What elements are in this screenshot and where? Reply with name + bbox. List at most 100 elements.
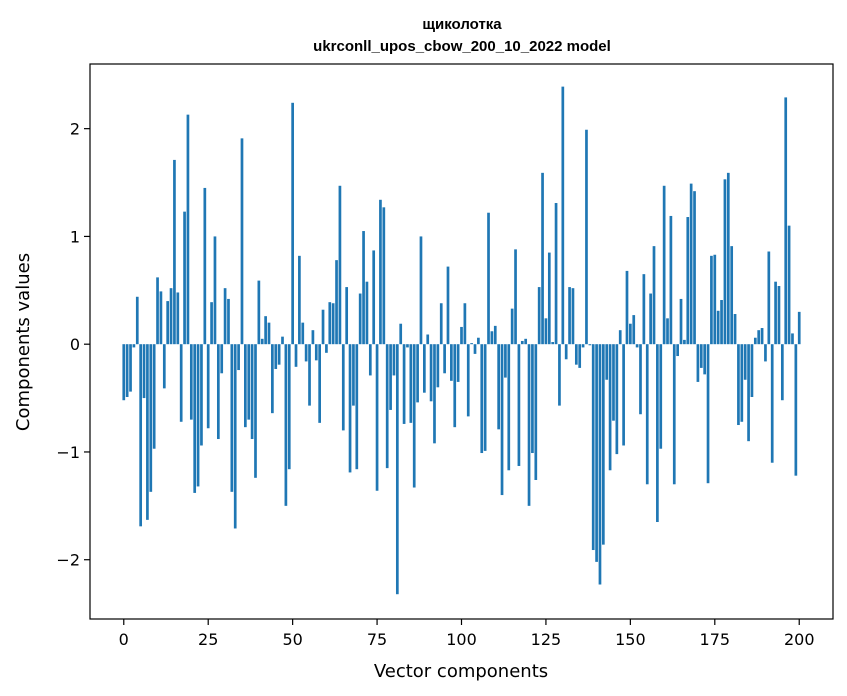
bar — [791, 333, 794, 345]
bar — [676, 344, 679, 357]
bar — [135, 296, 139, 345]
bar — [561, 86, 565, 345]
bar — [679, 298, 683, 345]
bar — [777, 286, 781, 345]
bar — [429, 344, 433, 402]
bar — [723, 179, 727, 345]
bar — [304, 344, 308, 362]
bar — [362, 231, 365, 345]
bar — [146, 344, 149, 520]
bar — [453, 344, 457, 428]
bar — [352, 344, 355, 406]
bar — [635, 344, 639, 348]
bar — [733, 314, 737, 345]
bar — [612, 344, 615, 421]
bar — [156, 277, 159, 345]
bar — [622, 344, 625, 446]
bar — [227, 298, 230, 345]
bar — [355, 344, 359, 470]
bar — [409, 344, 413, 423]
y-tick-label: 2 — [70, 120, 80, 139]
bar — [780, 344, 784, 401]
y-tick-label: −2 — [56, 551, 80, 570]
bar — [554, 203, 558, 345]
bar — [267, 322, 271, 345]
bar — [392, 344, 396, 376]
bar — [264, 316, 267, 345]
bar — [669, 215, 673, 345]
bar — [450, 344, 453, 381]
bar — [216, 344, 220, 440]
y-tick-label: 1 — [70, 227, 80, 246]
bar — [311, 330, 315, 345]
bar — [345, 287, 349, 345]
bar — [764, 344, 767, 362]
bar — [493, 325, 497, 345]
x-tick-label: 0 — [119, 630, 129, 649]
bar — [139, 344, 143, 527]
bar — [260, 338, 264, 345]
bar — [399, 323, 403, 345]
bar — [656, 344, 659, 523]
bar — [247, 344, 251, 420]
bar — [395, 344, 399, 595]
bar — [568, 287, 571, 345]
bar — [149, 344, 153, 492]
bar — [642, 274, 646, 345]
bar — [652, 246, 656, 345]
bar — [274, 344, 278, 369]
bar — [551, 342, 555, 345]
bar — [710, 255, 713, 345]
bar — [328, 302, 332, 345]
bar — [504, 344, 507, 378]
bar — [385, 344, 389, 469]
bar — [730, 246, 734, 345]
bar — [625, 270, 629, 345]
bar — [169, 288, 173, 345]
bar — [318, 344, 321, 423]
bar — [389, 344, 392, 410]
bar — [372, 250, 376, 345]
bar — [250, 344, 254, 440]
bar — [426, 334, 430, 345]
bar — [686, 217, 690, 345]
bar — [189, 344, 193, 420]
bar — [608, 344, 612, 471]
bar — [571, 288, 575, 345]
bar — [200, 344, 203, 446]
bar — [176, 292, 180, 345]
bar — [294, 344, 298, 367]
bar — [196, 344, 200, 487]
chart-title-line2: ukrconll_upos_cbow_200_10_2022 model — [313, 38, 611, 55]
bar — [510, 308, 514, 345]
bar — [615, 344, 619, 455]
bar — [436, 344, 440, 388]
bar — [277, 344, 281, 365]
bar — [382, 207, 386, 345]
bar — [699, 344, 703, 368]
bar — [767, 251, 771, 345]
chart-title-line1: щиколотка — [422, 16, 502, 33]
bar — [456, 344, 460, 382]
bar — [291, 102, 294, 345]
bar — [797, 311, 801, 345]
bar — [331, 303, 335, 345]
bar — [122, 344, 126, 401]
bar — [338, 185, 342, 345]
bar — [726, 172, 730, 345]
bar — [487, 212, 490, 345]
bar — [159, 291, 163, 345]
bar — [720, 300, 723, 345]
bar — [179, 344, 183, 422]
bar — [595, 344, 598, 562]
bar — [774, 281, 777, 345]
bar — [514, 249, 517, 345]
bar — [446, 266, 450, 345]
bar — [757, 330, 761, 345]
bar — [531, 344, 534, 454]
bar — [281, 336, 284, 345]
bar — [193, 344, 197, 493]
bar — [379, 199, 382, 345]
bar — [672, 344, 676, 485]
